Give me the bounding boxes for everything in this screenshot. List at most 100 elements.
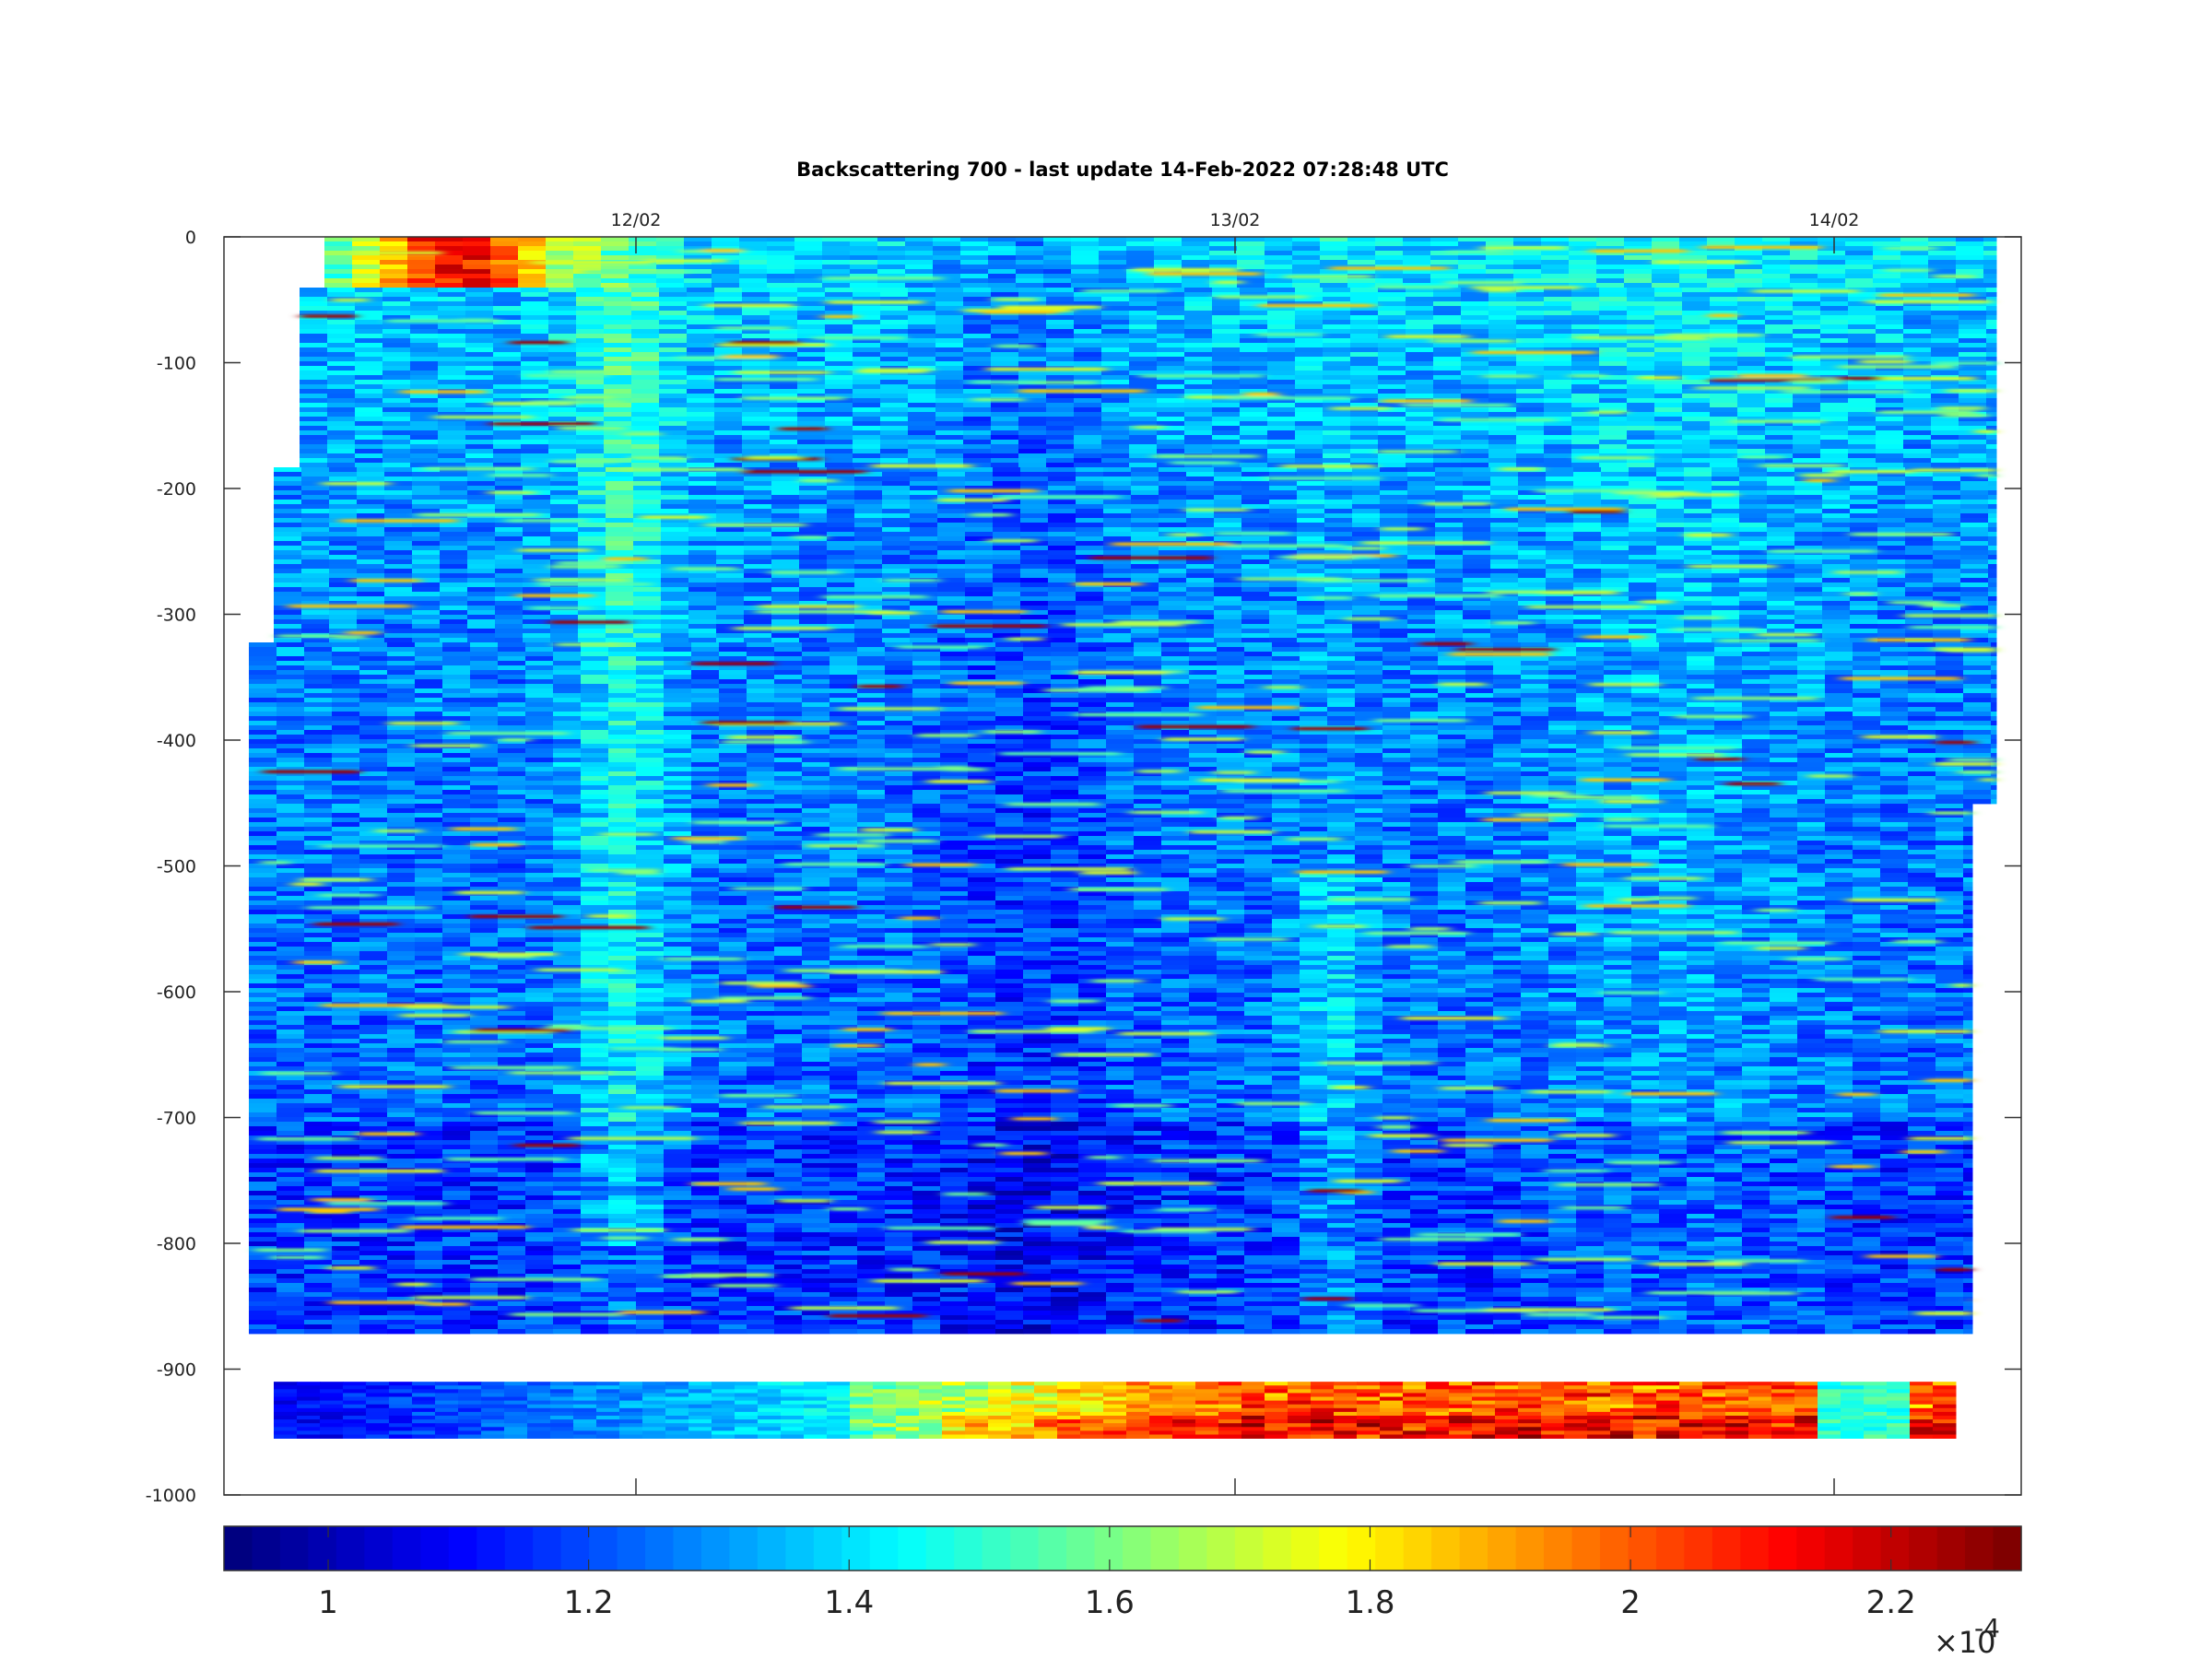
heatmap-cell <box>659 306 688 311</box>
heatmap-cell <box>799 490 828 495</box>
heatmap-cell <box>712 265 740 269</box>
heatmap-cell <box>1710 398 1738 403</box>
heatmap-cell <box>767 265 795 269</box>
heatmap-cell <box>1767 536 1795 541</box>
heatmap-cell <box>1707 283 1735 288</box>
heatmap-cell <box>991 334 1019 338</box>
heatmap-cell <box>1652 269 1680 274</box>
heatmap-cell <box>1928 237 1957 241</box>
heatmap-cell <box>716 559 745 564</box>
heatmap-cell <box>1157 398 1185 403</box>
heatmap-cell <box>1378 444 1406 449</box>
heatmap-cell <box>1074 444 1102 449</box>
heatmap-cell <box>1076 481 1104 486</box>
heatmap-cell <box>825 320 853 324</box>
heatmap-cell <box>1018 320 1047 324</box>
heatmap-cell <box>1877 509 1906 513</box>
heatmap-cell <box>465 407 494 412</box>
heatmap-cell <box>546 269 574 274</box>
heatmap-cell <box>410 463 439 467</box>
heatmap-cell <box>1267 444 1296 449</box>
heatmap-cell <box>1933 569 1961 573</box>
heatmap-cell <box>1629 569 1657 573</box>
heatmap-cell <box>1043 278 1072 283</box>
heatmap-cell <box>301 536 330 541</box>
heatmap-cell <box>1046 453 1075 458</box>
heatmap-cell <box>301 546 330 550</box>
heatmap-cell <box>1240 315 1268 320</box>
heatmap-cell <box>794 251 823 255</box>
heatmap-cell <box>794 246 823 251</box>
heatmap-cell <box>910 509 938 513</box>
heatmap-cell <box>382 380 411 384</box>
heatmap-cell <box>1324 523 1353 527</box>
heatmap-cell <box>1790 251 1818 255</box>
heatmap-cell <box>1765 292 1794 297</box>
heatmap-cell <box>1541 241 1570 246</box>
heatmap-cell <box>742 426 771 430</box>
heatmap-cell <box>687 320 715 324</box>
heatmap-cell <box>827 500 855 504</box>
heatmap-cell <box>1157 435 1185 440</box>
heatmap-cell <box>1573 500 1602 504</box>
heatmap-cell <box>1712 573 1740 578</box>
heatmap-cell <box>1269 550 1298 555</box>
heatmap-cell <box>467 527 496 532</box>
heatmap-cell <box>770 292 798 297</box>
heatmap-cell <box>1876 444 1904 449</box>
heatmap-cell <box>1076 513 1104 518</box>
heatmap-cell <box>965 592 994 596</box>
heatmap-cell <box>301 527 330 532</box>
heatmap-cell <box>407 246 436 251</box>
heatmap-cell <box>382 375 411 380</box>
heatmap-cell <box>1960 523 1989 527</box>
heatmap-cell <box>1018 288 1047 292</box>
heatmap-cell <box>1573 532 1602 536</box>
heatmap-cell <box>1983 255 1997 260</box>
heatmap-cell <box>1240 440 1268 444</box>
heatmap-cell <box>1488 324 1517 329</box>
heatmap-cell <box>1184 352 1213 357</box>
heatmap-cell <box>1767 541 1795 546</box>
heatmap-cell <box>274 532 302 536</box>
heatmap-cell <box>357 523 385 527</box>
heatmap-cell <box>1877 555 1906 559</box>
heatmap-cell <box>822 269 851 274</box>
heatmap-cell <box>300 407 328 412</box>
heatmap-cell <box>1599 394 1628 398</box>
heatmap-cell <box>1986 352 1997 357</box>
heatmap-cell <box>1599 440 1628 444</box>
heatmap-cell <box>1903 334 1932 338</box>
heatmap-cell <box>355 301 383 306</box>
heatmap-cell <box>1845 283 1874 288</box>
heatmap-cell <box>1131 536 1159 541</box>
heatmap-cell <box>1157 449 1185 453</box>
heatmap-cell <box>1403 260 1431 265</box>
heatmap-cell <box>1433 343 1462 347</box>
heatmap-cell <box>576 297 605 301</box>
heatmap-cell <box>960 265 989 269</box>
heatmap-cell <box>1654 301 1683 306</box>
heatmap-cell <box>1267 403 1296 407</box>
heatmap-cell <box>495 564 524 569</box>
heatmap-cell <box>1406 329 1434 334</box>
heatmap-cell <box>687 366 715 371</box>
heatmap-cell <box>1435 569 1464 573</box>
heatmap-cell <box>1463 582 1491 587</box>
heatmap-cell <box>716 472 745 477</box>
heatmap-cell <box>1793 440 1821 444</box>
heatmap-cell <box>905 241 934 246</box>
heatmap-cell <box>1488 449 1517 453</box>
heatmap-cell <box>908 394 936 398</box>
heatmap-cell <box>1573 559 1602 564</box>
heatmap-cell <box>1818 255 1846 260</box>
heatmap-cell <box>633 550 662 555</box>
heatmap-cell <box>1406 297 1434 301</box>
heatmap-cell <box>1378 352 1406 357</box>
heatmap-cell <box>1767 518 1795 523</box>
heatmap-cell <box>1184 440 1213 444</box>
heatmap-cell <box>963 430 992 435</box>
heatmap-cell <box>908 315 936 320</box>
heatmap-cell <box>1350 398 1379 403</box>
heatmap-cell <box>357 541 385 546</box>
